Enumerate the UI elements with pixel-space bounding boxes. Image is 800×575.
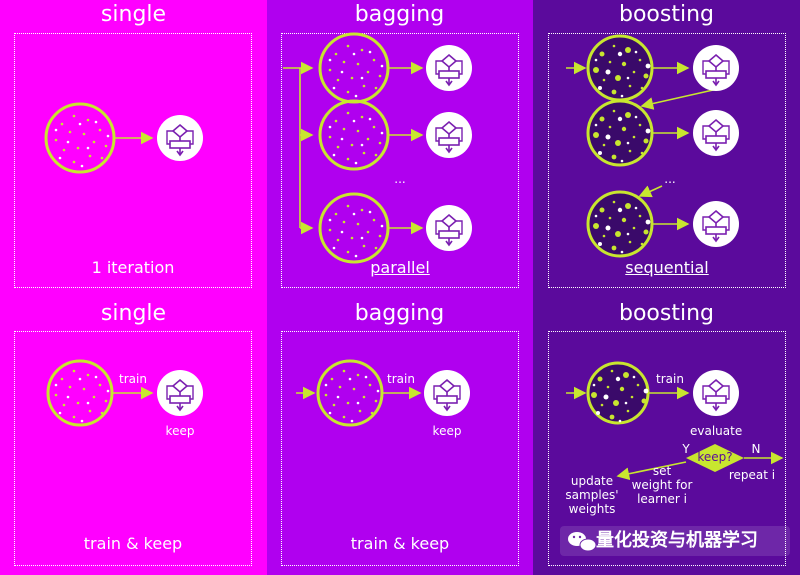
top-single-caption: 1 iteration [91,258,175,277]
boosting-dataset-1 [586,34,654,102]
bottom-boosting-train-label: train [656,372,684,386]
bottom-single-keep-label: keep [165,424,195,438]
boosting-learner-icon-1 [692,44,740,92]
bottom-bagging-dataset [316,359,384,427]
bottom-single-panel [14,331,252,566]
evaluate-label: evaluate [690,424,743,438]
bottom-boosting-dataset [586,361,650,425]
boosting-dataset-2 [586,99,654,167]
decision-diamond [686,444,744,472]
bagging-learner-icon-3 [425,204,473,252]
update-weights-label: update samples' weights [565,474,619,516]
bagging-dataset-2 [318,99,390,171]
bottom-boosting-learner-icon [692,369,740,417]
bottom-single-caption: train & keep [83,534,183,553]
bottom-bagging-panel [281,331,519,566]
boosting-learner-icon-2 [692,109,740,157]
bottom-boosting-panel [548,331,786,566]
bottom-bagging-caption: train & keep [350,534,450,553]
decision-yes-label: Y [682,442,690,456]
top-single-panel [14,33,252,288]
bagging-dataset-3 [318,192,390,264]
bottom-bagging-keep-label: keep [432,424,462,438]
top-boosting-panel [548,33,786,288]
bagging-learner-icon-2 [425,111,473,159]
top-bagging-panel [281,33,519,288]
wechat-icon [568,532,597,552]
boosting-ellipsis: ... [664,172,676,186]
bagging-dataset-1 [318,32,390,104]
watermark-text: 量化投资与机器学习 [560,526,790,556]
bottom-bagging-title: bagging [354,301,445,326]
bagging-ellipsis: ... [394,172,406,186]
bottom-single-title: single [100,301,167,326]
decision-keep-label: keep? [697,450,733,464]
bottom-single-dataset [46,359,114,427]
boosting-learner-icon-3 [692,200,740,248]
bottom-bagging-train-label: train [387,372,415,386]
bottom-bagging-learner-icon [423,369,471,417]
repeat-label: repeat i [728,468,776,482]
top-bagging-caption: parallel [370,258,430,277]
bottom-single-learner-icon [156,369,204,417]
top-bagging-title: bagging [354,2,445,27]
decision-no-label: N [751,442,761,456]
top-single-dataset [44,102,116,174]
top-single-title: single [100,2,167,27]
set-weight-label: set weight for learner i [631,464,693,506]
bagging-learner-icon-1 [425,44,473,92]
top-boosting-title: boosting [619,2,714,27]
bottom-boosting-title: boosting [619,301,714,326]
boosting-dataset-3 [586,190,654,258]
top-single-learner-icon [156,114,204,162]
bottom-single-train-label: train [119,372,147,386]
top-boosting-caption: sequential [625,258,709,277]
